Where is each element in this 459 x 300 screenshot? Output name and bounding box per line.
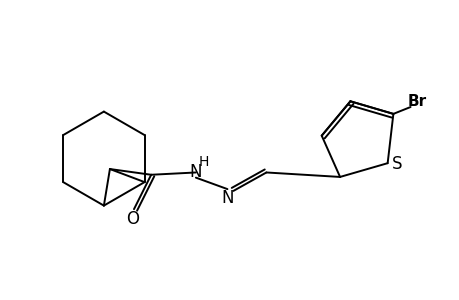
Text: N: N	[189, 164, 202, 181]
Text: N: N	[221, 189, 233, 207]
Text: Br: Br	[407, 94, 426, 109]
Text: O: O	[126, 210, 139, 228]
Text: S: S	[391, 155, 402, 173]
Text: H: H	[198, 155, 208, 169]
